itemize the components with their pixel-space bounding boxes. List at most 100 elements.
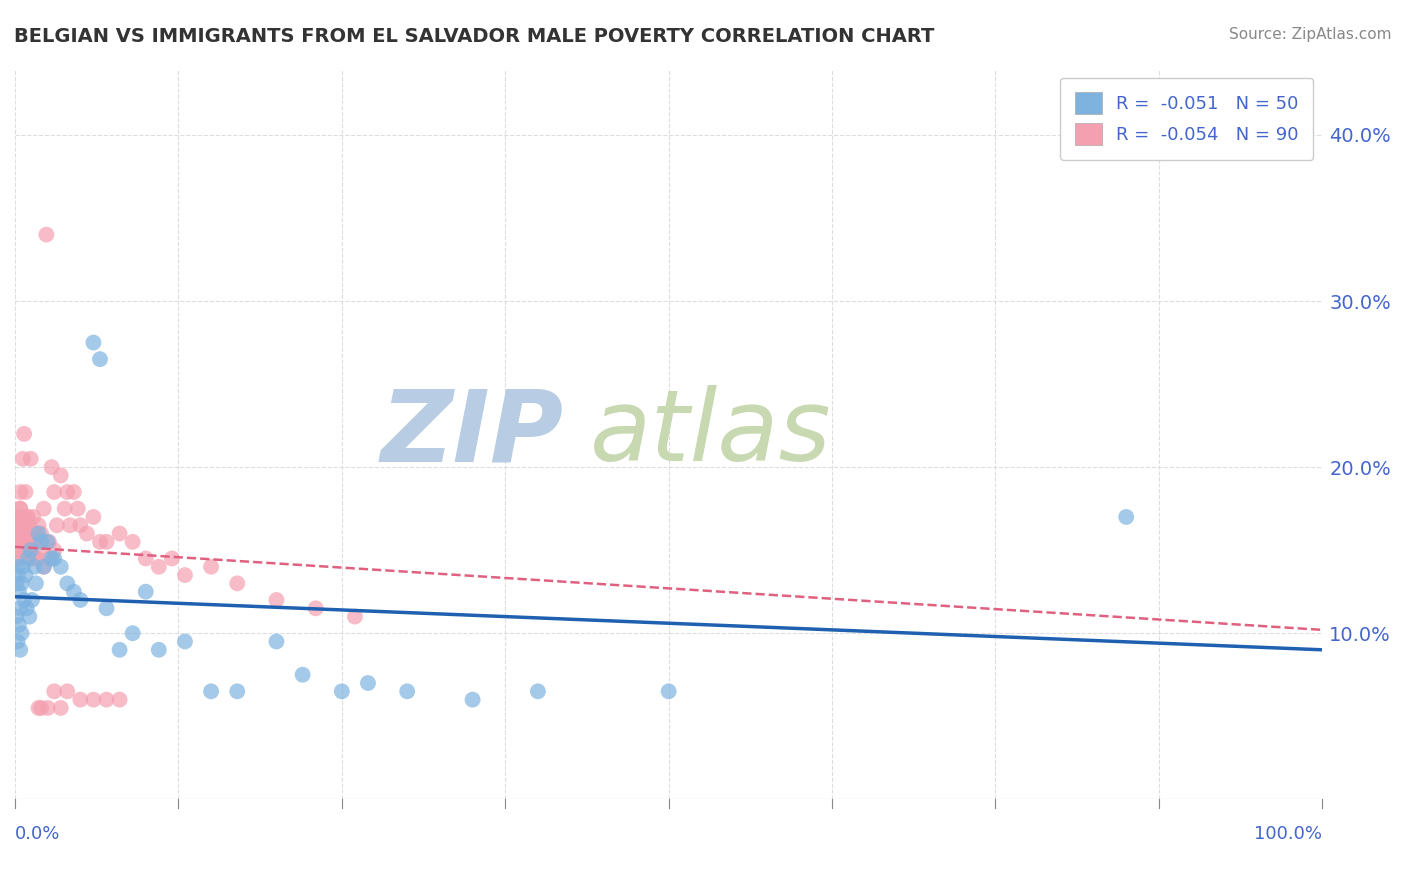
Point: [13, 526, 35, 541]
Point: [38, 534, 60, 549]
Point: [96, 692, 118, 706]
Point: [266, 634, 288, 648]
Point: [527, 684, 550, 698]
Point: [15, 601, 38, 615]
Point: [59, 518, 82, 533]
Point: [18, 609, 41, 624]
Point: [658, 684, 681, 698]
Point: [8, 501, 31, 516]
Point: [21, 593, 44, 607]
Point: [7, 510, 30, 524]
Point: [226, 684, 249, 698]
Point: [13, 593, 35, 607]
Point: [14, 534, 37, 549]
Point: [11, 518, 34, 533]
Point: [44, 543, 66, 558]
Point: [8, 601, 31, 615]
Point: [174, 568, 197, 582]
Point: [63, 584, 86, 599]
Point: [121, 534, 143, 549]
Point: [63, 485, 86, 500]
Point: [82, 510, 104, 524]
Text: Source: ZipAtlas.com: Source: ZipAtlas.com: [1229, 27, 1392, 42]
Point: [8, 501, 31, 516]
Point: [174, 634, 197, 648]
Point: [32, 559, 55, 574]
Point: [11, 534, 34, 549]
Point: [8, 642, 31, 657]
Point: [10, 526, 32, 541]
Point: [69, 518, 91, 533]
Point: [27, 518, 49, 533]
Point: [10, 510, 32, 524]
Point: [69, 692, 91, 706]
Point: [160, 551, 183, 566]
Point: [17, 510, 39, 524]
Point: [27, 543, 49, 558]
Point: [357, 676, 380, 690]
Point: [461, 692, 484, 706]
Point: [82, 692, 104, 706]
Point: [7, 551, 30, 566]
Point: [330, 684, 353, 698]
Point: [10, 626, 32, 640]
Point: [28, 534, 51, 549]
Point: [135, 551, 157, 566]
Text: BELGIAN VS IMMIGRANTS FROM EL SALVADOR MALE POVERTY CORRELATION CHART: BELGIAN VS IMMIGRANTS FROM EL SALVADOR M…: [14, 27, 935, 45]
Point: [226, 576, 249, 591]
Point: [24, 559, 46, 574]
Point: [44, 551, 66, 566]
Point: [18, 518, 41, 533]
Point: [13, 543, 35, 558]
Point: [121, 626, 143, 640]
Point: [108, 526, 131, 541]
Point: [20, 451, 42, 466]
Text: atlas: atlas: [591, 385, 832, 483]
Point: [343, 609, 366, 624]
Point: [17, 543, 39, 558]
Point: [14, 518, 37, 533]
Point: [6, 576, 28, 591]
Point: [30, 526, 52, 541]
Point: [17, 526, 39, 541]
Point: [38, 551, 60, 566]
Point: [148, 559, 170, 574]
Point: [21, 526, 44, 541]
Point: [22, 510, 45, 524]
Point: [30, 701, 52, 715]
Point: [7, 551, 30, 566]
Point: [7, 526, 30, 541]
Point: [32, 559, 55, 574]
Point: [305, 601, 328, 615]
Point: [37, 534, 59, 549]
Point: [291, 667, 314, 681]
Point: [108, 642, 131, 657]
Point: [7, 634, 30, 648]
Point: [11, 534, 34, 549]
Point: [89, 352, 111, 367]
Point: [148, 642, 170, 657]
Point: [135, 584, 157, 599]
Point: [49, 468, 72, 483]
Point: [10, 534, 32, 549]
Point: [45, 518, 67, 533]
Point: [7, 543, 30, 558]
Point: [25, 551, 48, 566]
Point: [14, 485, 37, 500]
Point: [108, 692, 131, 706]
Point: [32, 501, 55, 516]
Point: [56, 576, 79, 591]
Point: [14, 526, 37, 541]
Point: [17, 551, 39, 566]
Point: [49, 559, 72, 574]
Point: [69, 593, 91, 607]
Point: [13, 426, 35, 441]
Text: 0.0%: 0.0%: [15, 825, 60, 843]
Point: [11, 559, 34, 574]
Point: [41, 460, 63, 475]
Point: [27, 526, 49, 541]
Point: [7, 584, 30, 599]
Point: [56, 485, 79, 500]
Point: [41, 551, 63, 566]
Point: [6, 609, 28, 624]
